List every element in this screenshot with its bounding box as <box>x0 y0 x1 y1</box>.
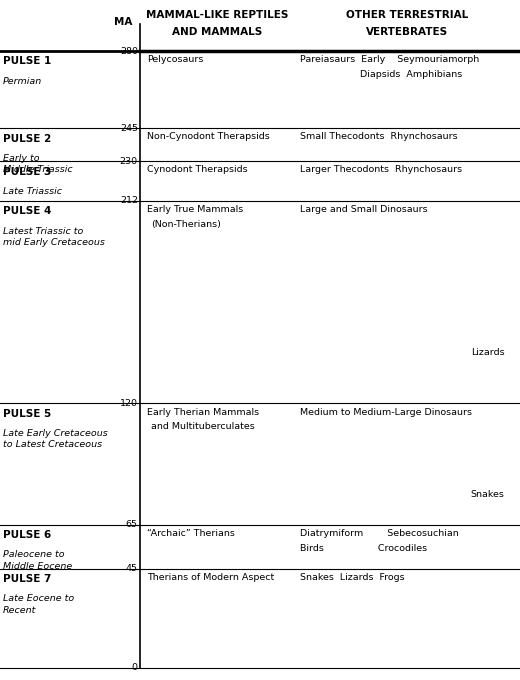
Text: PULSE 5: PULSE 5 <box>3 409 51 419</box>
Text: Late Triassic: Late Triassic <box>3 187 61 196</box>
Text: Latest Triassic to
mid Early Cretaceous: Latest Triassic to mid Early Cretaceous <box>3 226 105 247</box>
Text: Birds                  Crocodiles: Birds Crocodiles <box>300 543 427 553</box>
Text: PULSE 6: PULSE 6 <box>3 530 51 540</box>
Text: Late Eocene to
Recent: Late Eocene to Recent <box>3 594 74 615</box>
Text: PULSE 4: PULSE 4 <box>3 206 51 216</box>
Text: AND MAMMALS: AND MAMMALS <box>172 27 262 37</box>
Text: (Non-Therians): (Non-Therians) <box>151 220 220 229</box>
Text: Paleocene to
Middle Eocene: Paleocene to Middle Eocene <box>3 550 72 571</box>
Text: Medium to Medium-Large Dinosaurs: Medium to Medium-Large Dinosaurs <box>300 407 472 417</box>
Text: Lizards: Lizards <box>471 348 504 357</box>
Text: Non-Cynodont Therapsids: Non-Cynodont Therapsids <box>147 132 269 141</box>
Text: Snakes  Lizards  Frogs: Snakes Lizards Frogs <box>300 573 405 581</box>
Text: Permian: Permian <box>3 77 42 86</box>
Text: MAMMAL-LIKE REPTILES: MAMMAL-LIKE REPTILES <box>146 10 288 20</box>
Text: 245: 245 <box>120 124 138 133</box>
Text: Therians of Modern Aspect: Therians of Modern Aspect <box>147 573 274 581</box>
Text: Early Therian Mammals: Early Therian Mammals <box>147 407 259 417</box>
Text: Pareiasaurs  Early    Seymouriamorph: Pareiasaurs Early Seymouriamorph <box>300 55 479 64</box>
Text: 280: 280 <box>120 46 138 56</box>
Text: 212: 212 <box>120 197 138 205</box>
Text: and Multituberculates: and Multituberculates <box>151 422 255 432</box>
Text: Early to
Middle Triassic: Early to Middle Triassic <box>3 154 72 174</box>
Text: Small Thecodonts  Rhynchosaurs: Small Thecodonts Rhynchosaurs <box>300 132 458 141</box>
Text: Diapsids  Amphibians: Diapsids Amphibians <box>300 70 462 79</box>
Text: 0: 0 <box>132 663 138 673</box>
Text: MA: MA <box>114 17 133 27</box>
Text: Pelycosaurs: Pelycosaurs <box>147 55 203 64</box>
Text: 45: 45 <box>126 564 138 573</box>
Text: Early True Mammals: Early True Mammals <box>147 205 243 214</box>
Text: 230: 230 <box>120 156 138 166</box>
Text: PULSE 7: PULSE 7 <box>3 574 51 584</box>
Text: Larger Thecodonts  Rhynchosaurs: Larger Thecodonts Rhynchosaurs <box>300 165 462 174</box>
Text: Cynodont Therapsids: Cynodont Therapsids <box>147 165 248 174</box>
Text: PULSE 3: PULSE 3 <box>3 167 51 177</box>
Text: Late Early Cretaceous
to Latest Cretaceous: Late Early Cretaceous to Latest Cretaceo… <box>3 429 107 449</box>
Text: Large and Small Dinosaurs: Large and Small Dinosaurs <box>300 205 427 214</box>
Text: PULSE 2: PULSE 2 <box>3 133 51 143</box>
Text: “Archaic” Therians: “Archaic” Therians <box>147 528 235 538</box>
Text: Snakes: Snakes <box>471 490 504 499</box>
Text: VERTEBRATES: VERTEBRATES <box>366 27 448 37</box>
Text: 65: 65 <box>126 520 138 529</box>
Text: Diatrymiform        Sebecosuchian: Diatrymiform Sebecosuchian <box>300 528 459 538</box>
Text: OTHER TERRESTRIAL: OTHER TERRESTRIAL <box>346 10 468 20</box>
Text: PULSE 1: PULSE 1 <box>3 56 51 67</box>
Text: 120: 120 <box>120 399 138 408</box>
